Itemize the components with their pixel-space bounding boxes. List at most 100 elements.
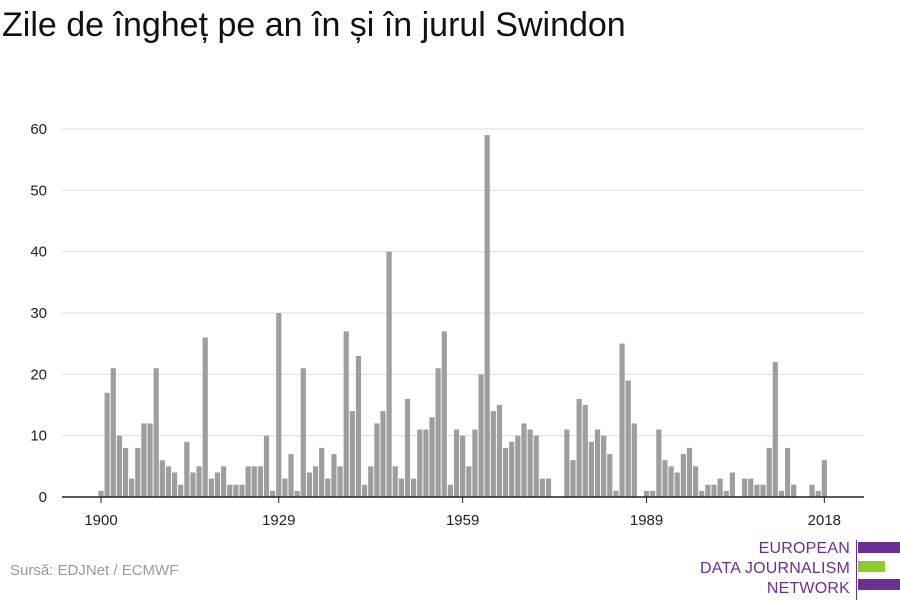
bar-1955 bbox=[435, 368, 441, 497]
bar-1951 bbox=[411, 478, 417, 497]
x-axis: 1900 1929 1959 1989 2018 bbox=[62, 496, 864, 529]
bar-1999 bbox=[705, 484, 711, 497]
bar-2018 bbox=[821, 460, 827, 497]
bar-1903 bbox=[116, 435, 122, 497]
bar-1958 bbox=[453, 429, 460, 497]
bar-1942 bbox=[355, 355, 362, 497]
bar-1997 bbox=[693, 466, 699, 497]
bar-1991 bbox=[656, 429, 662, 497]
bar-1998 bbox=[699, 490, 705, 497]
bar-1949 bbox=[398, 478, 404, 497]
logo-text-line1: EUROPEAN bbox=[758, 540, 850, 557]
x-tick-label-2018: 2018 bbox=[808, 512, 841, 529]
bar-1969 bbox=[521, 423, 527, 497]
bar-1964 bbox=[490, 411, 496, 497]
y-tick-label-20: 20 bbox=[30, 366, 47, 383]
x-tick-label-1929: 1929 bbox=[262, 512, 295, 529]
bar-1971 bbox=[533, 435, 539, 497]
bar-1926 bbox=[257, 466, 263, 497]
bar-1994 bbox=[674, 472, 680, 497]
bar-1977 bbox=[570, 460, 576, 497]
bar-1970 bbox=[527, 429, 533, 497]
bar-1932 bbox=[294, 490, 300, 497]
bar-1929 bbox=[276, 313, 282, 497]
bar-1957 bbox=[447, 484, 454, 497]
gridlines bbox=[62, 128, 864, 437]
bar-1937 bbox=[325, 478, 331, 497]
bar-1908 bbox=[147, 423, 153, 497]
bar-1990 bbox=[650, 490, 656, 497]
bar-1984 bbox=[613, 490, 619, 497]
bar-2005 bbox=[742, 478, 748, 497]
bar-1993 bbox=[668, 466, 674, 497]
bar-1910 bbox=[159, 460, 165, 497]
bar-1982 bbox=[601, 435, 607, 497]
bar-1912 bbox=[171, 472, 178, 497]
y-tick-label-0: 0 bbox=[39, 489, 47, 506]
bar-1946 bbox=[380, 411, 386, 497]
bar-1930 bbox=[282, 478, 288, 497]
bar-2009 bbox=[766, 447, 772, 497]
bar-1921 bbox=[227, 484, 233, 497]
bar-1943 bbox=[361, 484, 368, 497]
bar-2008 bbox=[760, 484, 766, 497]
bar-1968 bbox=[515, 435, 521, 497]
bar-1986 bbox=[625, 380, 631, 497]
bar-1945 bbox=[374, 423, 380, 497]
bar-1920 bbox=[221, 466, 227, 497]
bar-1979 bbox=[582, 405, 588, 497]
bar-1995 bbox=[680, 454, 686, 497]
bar-2002 bbox=[723, 490, 729, 497]
bar-1924 bbox=[245, 466, 251, 497]
bar-1973 bbox=[545, 478, 552, 497]
logo-text-line3: NETWORK bbox=[766, 580, 850, 597]
bar-2013 bbox=[791, 484, 797, 497]
source-note: Sursă: EDJNet / ECMWF bbox=[10, 562, 179, 579]
bar-1927 bbox=[263, 435, 270, 497]
bar-2017 bbox=[815, 490, 821, 497]
bar-1919 bbox=[214, 472, 221, 497]
bar-1989 bbox=[643, 490, 650, 497]
bar-2003 bbox=[729, 472, 735, 497]
bar-1963 bbox=[484, 135, 490, 497]
logo-bar-top bbox=[858, 542, 900, 553]
x-tick-label-1989: 1989 bbox=[630, 512, 663, 529]
bar-1983 bbox=[607, 454, 613, 497]
logo-divider bbox=[856, 540, 857, 600]
bar-1906 bbox=[135, 447, 141, 497]
bar-1978 bbox=[576, 398, 582, 497]
bar-1923 bbox=[239, 484, 245, 497]
x-tick-label-1900: 1900 bbox=[84, 512, 117, 529]
bar-1901 bbox=[104, 392, 110, 497]
bar-1938 bbox=[331, 454, 337, 497]
y-tick-label-50: 50 bbox=[30, 182, 47, 199]
bar-1967 bbox=[509, 441, 515, 497]
bar-1904 bbox=[122, 447, 129, 497]
bar-2000 bbox=[711, 484, 717, 497]
bar-1959 bbox=[460, 435, 466, 497]
y-tick-label-10: 10 bbox=[30, 428, 47, 445]
bar-1940 bbox=[343, 331, 349, 497]
bar-1981 bbox=[594, 429, 601, 497]
bar-2010 bbox=[772, 362, 778, 497]
bar-1918 bbox=[208, 478, 214, 497]
bar-1905 bbox=[129, 478, 135, 497]
bar-1992 bbox=[662, 460, 668, 497]
y-axis: 0 10 20 30 40 50 60 bbox=[30, 121, 47, 506]
bar-1933 bbox=[300, 368, 306, 497]
bar-1907 bbox=[141, 423, 147, 497]
bar-1953 bbox=[423, 429, 429, 497]
bar-1916 bbox=[196, 466, 202, 497]
bar-1960 bbox=[466, 466, 472, 497]
bar-1909 bbox=[153, 368, 159, 497]
bar-1914 bbox=[184, 441, 190, 497]
bar-2007 bbox=[754, 484, 760, 497]
bar-1922 bbox=[233, 484, 239, 497]
bar-1950 bbox=[404, 398, 411, 497]
bar-1985 bbox=[619, 343, 625, 497]
bar-1961 bbox=[472, 429, 478, 497]
bar-1917 bbox=[202, 337, 208, 497]
bar-1972 bbox=[539, 478, 545, 497]
bar-2011 bbox=[778, 490, 785, 497]
